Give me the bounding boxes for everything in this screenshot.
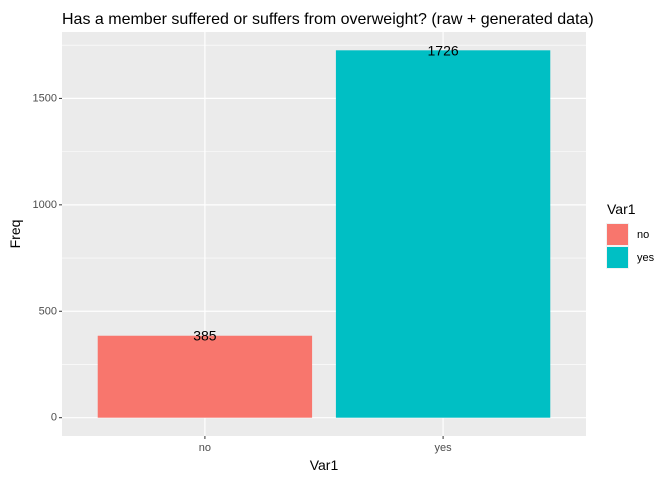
data-label-yes: 1726 [428,42,459,58]
y-axis-title: Freq [7,220,23,249]
y-tick-label: 500 [39,305,57,317]
bar-yes [335,50,551,418]
x-tick-label: no [199,442,211,454]
legend-label-yes: yes [637,252,655,264]
x-axis-title: Var1 [310,457,339,473]
chart-title: Has a member suffered or suffers from ov… [62,11,594,28]
legend-title: Var1 [607,201,636,217]
data-labels: 385 1726 [193,42,459,343]
y-tick-label: 1500 [33,92,57,104]
bar-no [97,335,313,418]
y-tick-label: 0 [51,412,57,424]
legend-swatch-yes [607,247,628,268]
x-tick-label: yes [435,442,453,454]
y-tick-label: 1000 [33,199,57,211]
legend-label-no: no [637,229,649,241]
y-axis: 0 500 1000 1500 [33,92,62,424]
bars [97,50,551,418]
data-label-no: 385 [193,328,217,344]
legend: Var1 no yes [606,201,655,269]
x-axis: no yes [199,436,452,454]
legend-swatch-no [607,224,628,245]
